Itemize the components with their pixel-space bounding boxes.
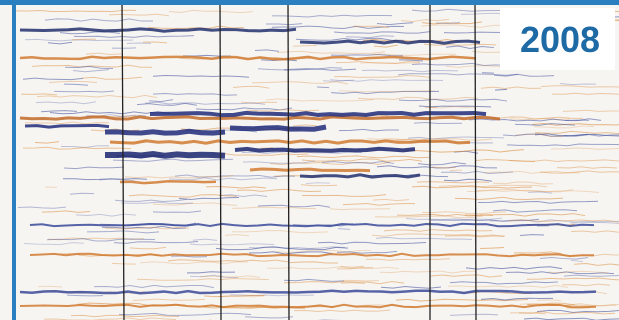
reflection: [360, 63, 420, 64]
reflection: [367, 139, 427, 140]
year-label: 2008: [520, 19, 600, 60]
reflection: [537, 300, 561, 301]
reflection: [230, 127, 326, 129]
reflection: [110, 141, 470, 143]
reflection: [250, 169, 370, 171]
reflection: [235, 149, 415, 151]
seismic-image: 2008: [0, 0, 619, 320]
seismic-panel: 2008: [0, 0, 619, 320]
reflection: [343, 280, 379, 281]
left-border: [12, 0, 16, 320]
reflection: [317, 87, 329, 88]
reflection: [150, 113, 486, 115]
reflection: [300, 41, 480, 43]
reflection: [25, 125, 109, 127]
top-border: [0, 0, 619, 5]
